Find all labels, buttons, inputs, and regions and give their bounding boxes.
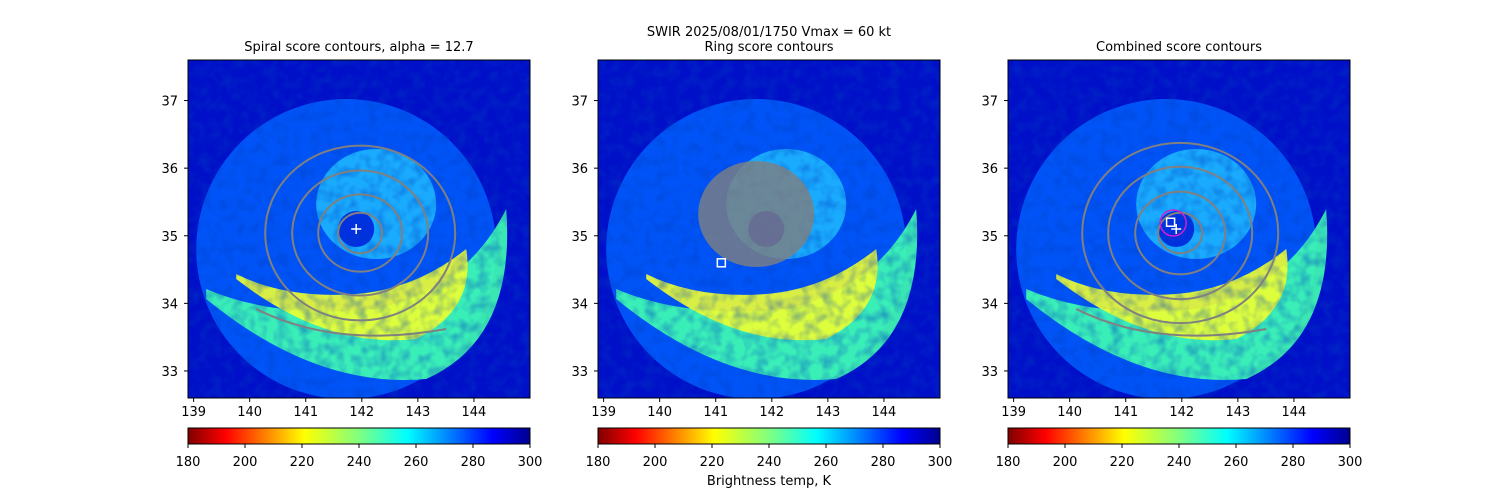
colorbar-tick-label: 200 xyxy=(233,455,258,470)
y-tick-label: 34 xyxy=(161,297,178,312)
colorbar-tick-label: 180 xyxy=(176,455,201,470)
score-contour xyxy=(1107,165,1254,301)
center-plus-marker xyxy=(1171,224,1182,234)
colorbar-tick-label: 260 xyxy=(404,455,429,470)
colorbar-tick-label: 300 xyxy=(1338,455,1363,470)
colorbar-label: Brightness temp, K xyxy=(707,474,832,489)
score-contour xyxy=(1081,141,1280,325)
score-contour xyxy=(1075,308,1267,337)
colorbar-tick-label: 200 xyxy=(643,455,668,470)
score-contour xyxy=(1134,190,1227,276)
y-tick-label: 37 xyxy=(981,95,998,110)
plot-frame xyxy=(597,59,941,399)
score-contour xyxy=(337,211,384,255)
y-tick-label: 34 xyxy=(571,297,588,312)
plot-frame xyxy=(187,59,531,399)
x-tick-label: 143 xyxy=(815,405,840,420)
colorbar-tick-label: 180 xyxy=(586,455,611,470)
y-tick-label: 37 xyxy=(571,95,588,110)
satellite-image xyxy=(598,60,940,398)
y-tick-label: 36 xyxy=(161,162,178,177)
y-tick-label: 35 xyxy=(571,230,588,245)
panel-title: Spiral score contours, alpha = 12.7 xyxy=(244,40,473,55)
x-tick-label: 139 xyxy=(591,405,616,420)
colorbar xyxy=(597,427,941,445)
x-tick-label: 139 xyxy=(181,405,206,420)
y-tick-label: 35 xyxy=(981,230,998,245)
panel-3: Combined score contours 139 140 141 142 143 14… xyxy=(981,40,1362,470)
score-contour xyxy=(317,193,404,273)
colorbar-tick-label: 300 xyxy=(518,455,543,470)
colorbar-tick-label: 200 xyxy=(1053,455,1078,470)
y-tick-label: 33 xyxy=(981,365,998,380)
colorbar-tick-label: 220 xyxy=(1110,455,1135,470)
x-tick-label: 141 xyxy=(703,405,728,420)
x-tick-label: 144 xyxy=(872,405,897,420)
y-tick-label: 36 xyxy=(571,162,588,177)
colorbar xyxy=(1007,427,1351,445)
panel-1: Spiral score contours, alpha = 12.7 139 14… xyxy=(161,40,542,470)
panels: Spiral score contours, alpha = 12.7 139 14… xyxy=(161,40,1362,470)
colorbar-tick-label: 280 xyxy=(461,455,486,470)
colorbar-tick-label: 260 xyxy=(814,455,839,470)
score-contour xyxy=(255,308,447,337)
panel-2: Ring score contours 139 140 141 142 143 144 33 3… xyxy=(571,40,952,470)
panel-title: Combined score contours xyxy=(1096,40,1262,55)
y-tick-label: 33 xyxy=(161,365,178,380)
x-tick-label: 142 xyxy=(1169,405,1194,420)
colorbar-tick-label: 220 xyxy=(290,455,315,470)
ring-contour-cluster xyxy=(698,161,815,267)
y-tick-label: 34 xyxy=(981,297,998,312)
x-tick-label: 141 xyxy=(1113,405,1138,420)
x-tick-label: 140 xyxy=(237,405,262,420)
colorbar-tick-label: 240 xyxy=(757,455,782,470)
x-tick-label: 142 xyxy=(759,405,784,420)
colorbar-tick-label: 280 xyxy=(871,455,896,470)
colorbar-tick-label: 300 xyxy=(928,455,953,470)
colorbar-tick-label: 220 xyxy=(700,455,725,470)
contours xyxy=(1075,141,1280,337)
combined-center-circle xyxy=(1159,209,1187,237)
x-tick-label: 143 xyxy=(405,405,430,420)
score-contour xyxy=(264,144,457,322)
center-square-marker xyxy=(716,258,727,268)
x-tick-label: 144 xyxy=(462,405,487,420)
score-contour xyxy=(291,169,430,297)
colorbar-tick-label: 240 xyxy=(347,455,372,470)
colorbar xyxy=(187,427,531,445)
y-tick-label: 37 xyxy=(161,95,178,110)
center-square-marker xyxy=(1165,217,1176,227)
panel-title: Ring score contours xyxy=(704,40,833,55)
contours xyxy=(698,161,815,267)
contours xyxy=(255,144,457,337)
y-tick-label: 35 xyxy=(161,230,178,245)
x-tick-label: 142 xyxy=(349,405,374,420)
x-tick-label: 143 xyxy=(1225,405,1250,420)
y-tick-label: 36 xyxy=(981,162,998,177)
suptitle: SWIR 2025/08/01/1750 Vmax = 60 kt xyxy=(647,25,891,40)
x-tick-label: 139 xyxy=(1001,405,1026,420)
plot-frame xyxy=(1007,59,1351,399)
x-tick-label: 140 xyxy=(1057,405,1082,420)
colorbar-tick-label: 260 xyxy=(1224,455,1249,470)
x-tick-label: 144 xyxy=(1282,405,1307,420)
colorbar-tick-label: 180 xyxy=(996,455,1021,470)
colorbar-tick-label: 240 xyxy=(1167,455,1192,470)
colorbar-tick-label: 280 xyxy=(1281,455,1306,470)
x-tick-label: 141 xyxy=(293,405,318,420)
center-plus-marker xyxy=(351,224,362,234)
x-tick-label: 140 xyxy=(647,405,672,420)
y-tick-label: 33 xyxy=(571,365,588,380)
